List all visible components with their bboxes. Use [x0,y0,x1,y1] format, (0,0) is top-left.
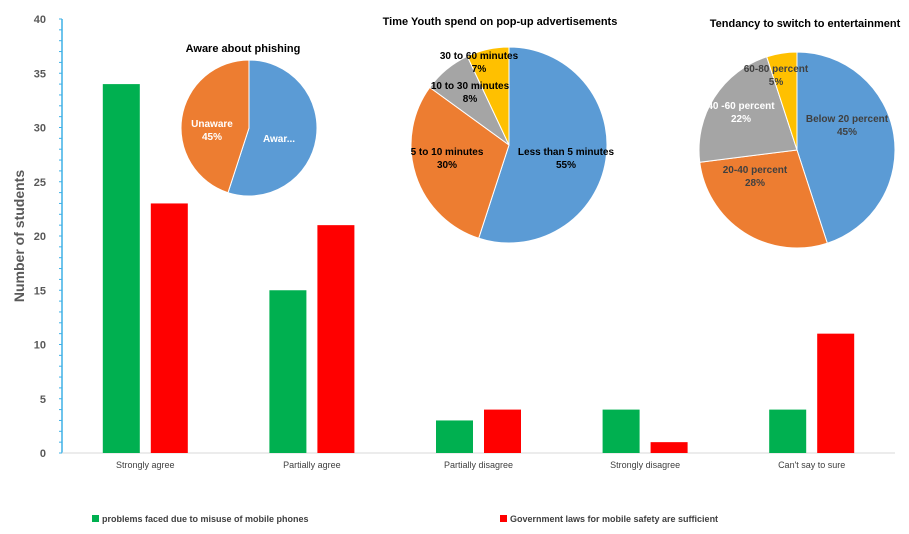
x-tick-label: Strongly disagree [610,460,680,470]
bar [436,420,473,453]
y-tick-label: 15 [34,285,46,297]
x-tick-label: Strongly agree [116,460,175,470]
pie-title: Tendancy to switch to entertainment [710,18,901,30]
y-tick-label: 20 [34,231,46,243]
legend-label: Government laws for mobile safety are su… [510,514,718,524]
pie-slice-label: Less than 5 minutes [518,147,615,158]
bar [150,203,188,453]
legend-swatch [500,515,507,522]
legend-label: problems faced due to misuse of mobile p… [102,514,309,524]
bar [769,409,807,453]
x-tick-label: Partially disagree [444,460,513,470]
pie-title: Time Youth spend on pop-up advertisement… [383,16,618,28]
pie-slice [410,86,510,239]
bar [317,225,355,453]
y-axis-label: Number of students [11,170,27,302]
y-tick-label: 30 [34,123,46,135]
pie-slice-label: 20-40 percent [723,165,788,176]
pie-slice-percent: 7% [472,64,487,75]
pie-group [698,51,896,249]
y-tick-label: 25 [34,177,46,189]
pie-slice-label: 40 -60 percent [707,101,775,112]
x-tick-label: Can't say to sure [778,460,845,470]
y-tick-label: 5 [40,394,46,406]
pie-slice-label: Awar... [263,134,295,145]
pie-slice [699,149,828,249]
y-tick-label: 40 [34,14,46,26]
pie-slice [766,51,798,151]
pie-slice-percent: 22% [731,114,751,125]
pie-slice [227,59,318,197]
pie-slice-label: 10 to 30 minutes [431,81,510,92]
pie-slice [478,46,608,244]
bar [817,333,855,453]
pie-slice-percent: 5% [769,77,784,88]
x-tick-label: Partially agree [283,460,341,470]
pie-title: Aware about phishing [186,43,301,55]
pie-slice-percent: 45% [837,127,857,138]
pie-slice-label: Below 20 percent [806,114,889,125]
legend-swatch [92,515,99,522]
y-tick-label: 0 [40,448,46,460]
pie-slice-percent: 28% [745,178,765,189]
pie-group [180,59,318,197]
pie-slice [796,51,896,244]
bar [650,442,688,453]
pie-slice-percent: 8% [463,94,478,105]
pie-slice [180,59,250,194]
pie-slice-label: Unaware [191,119,233,130]
pie-slice-percent: 45% [202,132,222,143]
y-tick-label: 35 [34,68,46,80]
y-tick-label: 10 [34,340,46,352]
bar [602,409,640,453]
pie-group [410,46,608,244]
pie-slice-label: 30 to 60 minutes [440,51,519,62]
pie-slice [466,46,510,146]
bar [102,84,140,453]
pie-slice-percent: 55% [556,160,576,171]
pie-slice-percent: 30% [437,160,457,171]
bar [269,290,307,453]
bar [484,409,521,453]
pie-slice [698,56,798,163]
pie-slice-label: 60-80 percent [744,64,809,75]
pie-slice-label: 5 to 10 minutes [411,147,484,158]
